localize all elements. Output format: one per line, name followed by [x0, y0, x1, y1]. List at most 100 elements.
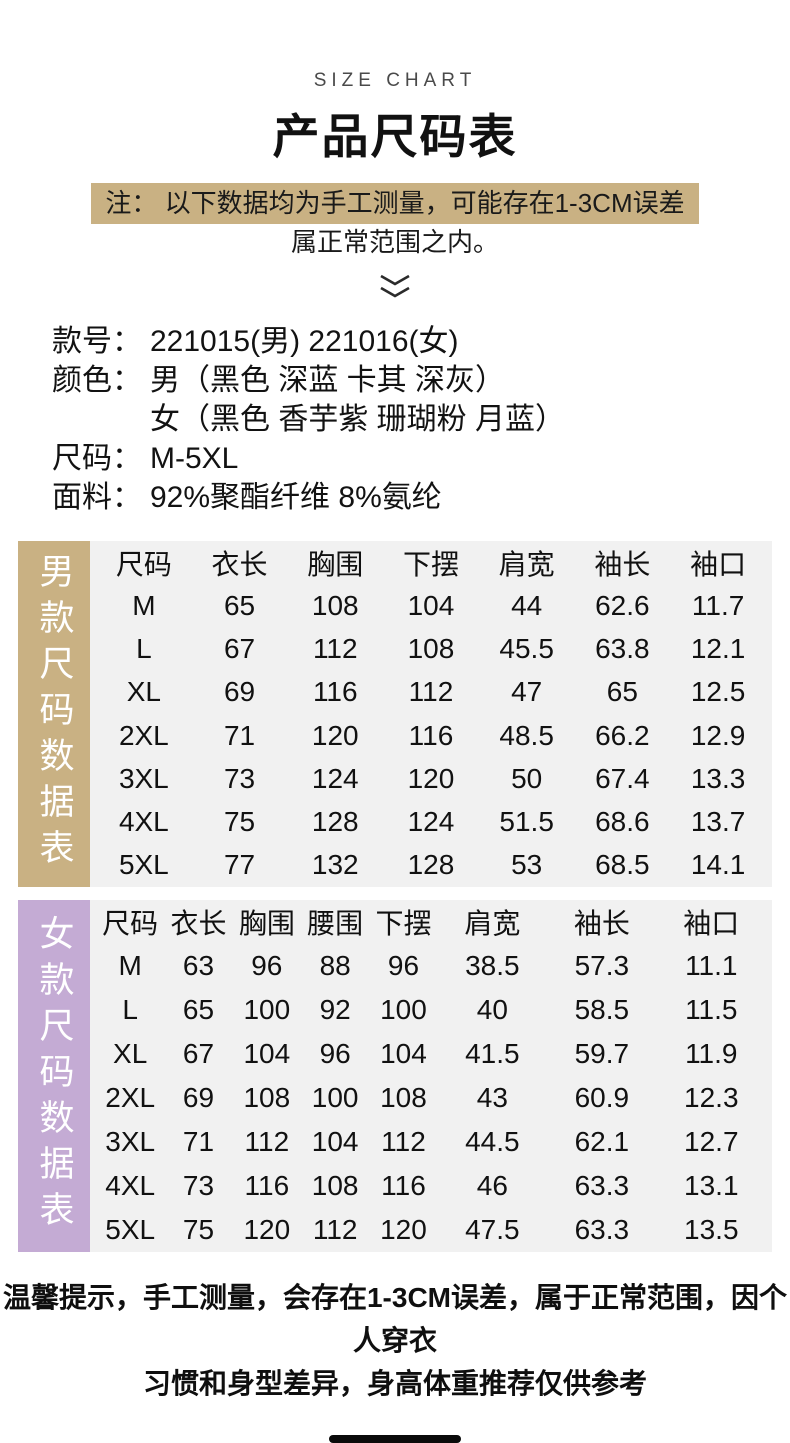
- product-info-row: 颜色： 男（黑色 深蓝 卡其 深灰）: [52, 361, 790, 400]
- table-cell: 67: [223, 633, 256, 665]
- table-cell: 104: [380, 1038, 427, 1069]
- table-cell: 11.1: [685, 950, 738, 981]
- table-cell: 65: [223, 589, 256, 621]
- note-highlight-line: 注： 以下数据均为手工测量，可能存在1-3CM误差: [91, 183, 699, 224]
- table-cell: 13.5: [684, 1214, 739, 1245]
- table-cell: 112: [312, 633, 358, 665]
- product-info-row: 面料： 92%聚酯纤维 8%氨纶: [52, 478, 790, 517]
- column-header: 腰围: [307, 908, 364, 939]
- table-cell: 50: [511, 762, 543, 794]
- table-cell: 116: [312, 676, 358, 708]
- table-cell: 104: [243, 1038, 291, 1069]
- table-cell: 62.6: [595, 589, 650, 621]
- info-label: 款号：: [52, 325, 142, 358]
- table-cell: 132: [311, 849, 359, 881]
- column-header: 衣长: [211, 548, 268, 580]
- table-cell: 116: [408, 719, 454, 751]
- table-cell: 47: [511, 676, 543, 708]
- table-cell: 73: [223, 762, 256, 794]
- table-cell: 108: [380, 1082, 427, 1113]
- column-header: 肩宽: [498, 548, 555, 580]
- table-row: XL 69 116 112 47 65 12.5: [96, 671, 766, 714]
- table-cell: 11.5: [685, 994, 738, 1025]
- table-cell: 44.5: [465, 1126, 520, 1157]
- table-cell: 120: [311, 719, 359, 751]
- table-row: 5XL 77 132 128 53 68.5 14.1: [96, 844, 766, 887]
- table-cell: 128: [311, 806, 359, 838]
- double-chevron-down-icon: [0, 273, 790, 308]
- table-row: 5XL 75 120 112 120 47.5 63.3 13.5: [96, 1208, 766, 1252]
- table-cell: 100: [380, 994, 427, 1025]
- table-cell: 2XL: [105, 1082, 156, 1113]
- table-cell: 44: [511, 589, 543, 621]
- table-cell: 112: [312, 1214, 358, 1245]
- table-cell: 59.7: [574, 1038, 630, 1069]
- table-row: 3XL 71 112 104 112 44.5 62.1 12.7: [96, 1120, 766, 1164]
- info-label: [52, 400, 150, 439]
- table-cell: 47.5: [465, 1214, 520, 1245]
- table-row: 4XL 73 116 108 116 46 63.3 13.1: [96, 1164, 766, 1208]
- table-row: 4XL 75 128 124 51.5 68.6 13.7: [96, 801, 766, 844]
- table-cell: 71: [182, 1126, 215, 1157]
- table-cell: 69: [223, 676, 256, 708]
- column-header: 袖口: [683, 908, 740, 939]
- table-cell: 13.7: [690, 806, 746, 838]
- column-header: 尺码: [115, 548, 172, 580]
- note-second-line: 属正常范围之内。: [290, 227, 499, 257]
- table-cell: 14.1: [690, 849, 746, 881]
- column-header: 胸围: [238, 908, 295, 939]
- table-cell: 77: [223, 849, 256, 881]
- table-cell: 12.9: [690, 719, 746, 751]
- table-cell: 68.5: [595, 849, 650, 881]
- table-cell: L: [136, 633, 152, 665]
- table-cell: 3XL: [105, 1126, 156, 1157]
- table-cell: XL: [113, 1038, 148, 1069]
- column-header: 袖长: [594, 548, 651, 580]
- table-cell: 128: [407, 849, 455, 881]
- footer-note: 温馨提示，手工测量，会存在1-3CM误差，属于正常范围，因个人穿衣 习惯和身型差…: [0, 1276, 790, 1405]
- table-cell: 12.3: [684, 1082, 739, 1113]
- table-cell: 116: [381, 1170, 426, 1201]
- women-size-table: 尺码 衣长 胸围 腰围 下摆 肩宽 袖长 袖口 M 63 96 88 96 38.5 57.3 11.1 L 65…: [96, 900, 766, 1252]
- table-cell: 67: [182, 1038, 215, 1069]
- column-header: 衣长: [170, 908, 227, 939]
- table-cell: 5XL: [118, 849, 169, 881]
- table-cell: 40: [476, 994, 508, 1025]
- table-cell: 53: [511, 849, 543, 881]
- info-value: 男（黑色 深蓝 卡其 深灰）: [150, 364, 506, 397]
- table-cell: 58.5: [574, 994, 630, 1025]
- column-header: 尺码: [102, 908, 159, 939]
- table-cell: M: [132, 589, 156, 621]
- table-cell: 51.5: [499, 806, 554, 838]
- info-value: 92%聚酯纤维 8%氨纶: [150, 481, 442, 514]
- table-cell: 45.5: [499, 633, 554, 665]
- table-cell: 63.8: [595, 633, 650, 665]
- table-cell: 96: [251, 950, 283, 981]
- table-cell: 12.7: [684, 1126, 739, 1157]
- table-cell: 65: [606, 676, 638, 708]
- table-cell: 92: [319, 994, 351, 1025]
- info-label: 颜色：: [52, 364, 142, 397]
- table-cell: 120: [407, 762, 455, 794]
- table-cell: 112: [408, 676, 454, 708]
- table-cell: 116: [244, 1170, 290, 1201]
- footer-note-line: 温馨提示，手工测量，会存在1-3CM误差，属于正常范围，因个人穿衣: [2, 1282, 788, 1356]
- table-cell: 11.7: [691, 589, 745, 621]
- measurement-note: 注： 以下数据均为手工测量，可能存在1-3CM误差 属正常范围之内。: [0, 183, 790, 261]
- table-cell: 124: [311, 762, 359, 794]
- table-cell: 2XL: [118, 719, 169, 751]
- table-cell: 38.5: [465, 950, 520, 981]
- table-cell: 12.1: [690, 633, 746, 665]
- info-label: 尺码：: [52, 442, 142, 475]
- table-cell: 108: [311, 1170, 359, 1201]
- table-header-row: 尺码 衣长 胸围 下摆 肩宽 袖长 袖口: [96, 541, 766, 584]
- column-header: 下摆: [375, 908, 432, 939]
- table-cell: 4XL: [118, 806, 169, 838]
- table-cell: 4XL: [105, 1170, 156, 1201]
- women-size-section: 女款尺码数据表 尺码 衣长 胸围 腰围 下摆 肩宽 袖长 袖口 M 63 96 88 96 38.5 57.…: [18, 900, 772, 1252]
- page-title: 产品尺码表: [272, 110, 518, 163]
- table-cell: 57.3: [574, 950, 630, 981]
- table-cell: 112: [381, 1126, 426, 1157]
- table-cell: 63: [182, 950, 215, 981]
- table-cell: 12.5: [690, 676, 746, 708]
